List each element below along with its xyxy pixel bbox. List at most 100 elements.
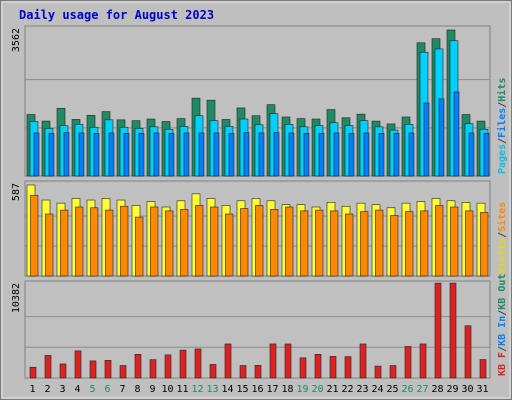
bar-pages-day-19 <box>303 133 310 177</box>
x-tick-label-day-22: 22 <box>341 384 353 395</box>
x-tick-label-day-24: 24 <box>371 384 383 395</box>
legend-entry: / <box>497 232 508 238</box>
bar-pages-day-24 <box>378 133 385 177</box>
bar-kbf-day-2 <box>44 355 52 379</box>
legend-entry: KB In <box>497 316 508 346</box>
bar-sites-day-17 <box>270 209 279 277</box>
bar-kbf-day-22 <box>344 356 352 379</box>
x-tick-label-day-9: 9 <box>149 384 155 395</box>
bar-pages-day-5 <box>93 133 100 177</box>
bar-kbf-day-30 <box>464 325 472 379</box>
x-tick-label-day-6: 6 <box>104 384 110 395</box>
bar-pages-day-31 <box>483 133 490 177</box>
bar-sites-day-2 <box>45 213 54 277</box>
bar-kbf-day-14 <box>224 343 232 379</box>
x-tick-label-day-14: 14 <box>221 384 233 395</box>
panel-visits-bars <box>26 184 489 277</box>
bar-kbf-day-21 <box>329 356 337 379</box>
panel-hits-legend: Pages/Files/Hits <box>496 78 508 174</box>
x-tick-label-day-29: 29 <box>446 384 458 395</box>
bar-kbf-day-11 <box>179 349 187 379</box>
bar-pages-day-7 <box>123 133 130 177</box>
bar-sites-day-11 <box>180 209 189 277</box>
x-tick-label-day-12: 12 <box>191 384 203 395</box>
x-tick-label-day-5: 5 <box>89 384 95 395</box>
bar-pages-day-22 <box>348 133 355 177</box>
panel-visits-legend: Visits/Sites <box>496 202 508 274</box>
x-tick-label-day-4: 4 <box>74 384 80 395</box>
panel-kbytes-background <box>24 280 491 379</box>
legend-entry: / <box>497 138 508 144</box>
x-tick-label-day-27: 27 <box>416 384 428 395</box>
bar-pages-day-6 <box>108 132 115 177</box>
chart-title: Daily usage for August 2023 <box>19 8 214 22</box>
x-tick-label-day-13: 13 <box>206 384 218 395</box>
x-axis-day-labels: 1 2 3 4 5 6 7 8 9 10 11 12 13 14 15 16 17 18 19 20 21 22 23 24 2… <box>29 384 488 395</box>
panel-hits-bars <box>26 29 490 177</box>
x-tick-label-day-31: 31 <box>476 384 488 395</box>
x-tick-label-day-23: 23 <box>356 384 368 395</box>
bar-pages-day-16 <box>258 132 265 177</box>
bar-pages-day-29 <box>453 91 460 177</box>
legend-entry: Files <box>496 108 508 138</box>
bar-pages-day-25 <box>393 133 400 177</box>
x-tick-label-day-18: 18 <box>281 384 293 395</box>
bar-sites-day-19 <box>300 210 309 277</box>
bar-pages-day-4 <box>78 132 85 177</box>
panel-kbytes-legend: KB F/KB In/KB Out <box>497 274 508 376</box>
x-tick-label-day-26: 26 <box>401 384 413 395</box>
bar-kbf-day-10 <box>164 354 172 379</box>
bar-sites-day-31 <box>480 212 489 277</box>
bar-kbf-day-13 <box>209 364 217 379</box>
legend-entry: / <box>497 310 508 316</box>
bar-pages-day-10 <box>168 133 175 177</box>
bar-kbf-day-19 <box>299 357 307 379</box>
bar-kbf-day-4 <box>74 350 82 379</box>
bar-sites-day-8 <box>135 216 144 277</box>
bar-pages-day-17 <box>273 132 280 177</box>
bar-kbf-day-24 <box>374 365 382 379</box>
bar-sites-day-5 <box>90 207 99 277</box>
x-tick-label-day-21: 21 <box>326 384 338 395</box>
bar-pages-day-30 <box>468 132 475 177</box>
x-tick-label-day-16: 16 <box>251 384 263 395</box>
bar-kbf-day-12 <box>194 348 202 379</box>
bar-pages-day-3 <box>63 132 70 177</box>
bar-pages-day-20 <box>318 133 325 177</box>
bar-kbf-day-6 <box>104 360 112 379</box>
x-tick-label-day-15: 15 <box>236 384 248 395</box>
legend-entry: KB F <box>497 352 508 376</box>
bar-kbf-day-25 <box>389 365 397 379</box>
bar-pages-day-11 <box>183 132 190 177</box>
x-tick-label-day-1: 1 <box>29 384 35 395</box>
bar-kbf-day-7 <box>119 365 127 379</box>
x-tick-label-day-11: 11 <box>176 384 188 395</box>
bar-sites-day-4 <box>75 206 84 277</box>
legend-entry: KB Out <box>497 274 508 310</box>
bar-pages-day-18 <box>288 132 295 177</box>
panel-kbytes-bars <box>29 282 487 379</box>
bar-pages-day-23 <box>363 132 370 177</box>
x-tick-label-day-30: 30 <box>461 384 473 395</box>
x-tick-label-day-25: 25 <box>386 384 398 395</box>
bar-sites-day-21 <box>330 210 339 277</box>
bar-sites-day-30 <box>465 210 474 277</box>
x-tick-label-day-10: 10 <box>161 384 173 395</box>
bar-pages-day-12 <box>198 132 205 177</box>
bar-sites-day-12 <box>195 205 204 277</box>
bar-sites-day-25 <box>390 215 399 277</box>
legend-entry: Visits <box>496 238 508 274</box>
bar-sites-day-10 <box>165 210 174 277</box>
x-tick-label-day-19: 19 <box>296 384 308 395</box>
bar-kbf-day-29 <box>449 282 457 379</box>
bar-kbf-day-1 <box>29 366 37 379</box>
bar-pages-day-27 <box>423 102 430 177</box>
bar-kbf-day-3 <box>59 363 67 379</box>
bar-sites-day-27 <box>420 210 429 277</box>
bar-kbf-day-27 <box>419 343 427 379</box>
legend-entry: Sites <box>496 202 508 232</box>
bar-pages-day-8 <box>138 133 145 177</box>
bar-pages-day-28 <box>438 98 445 177</box>
bar-pages-day-9 <box>153 132 160 177</box>
